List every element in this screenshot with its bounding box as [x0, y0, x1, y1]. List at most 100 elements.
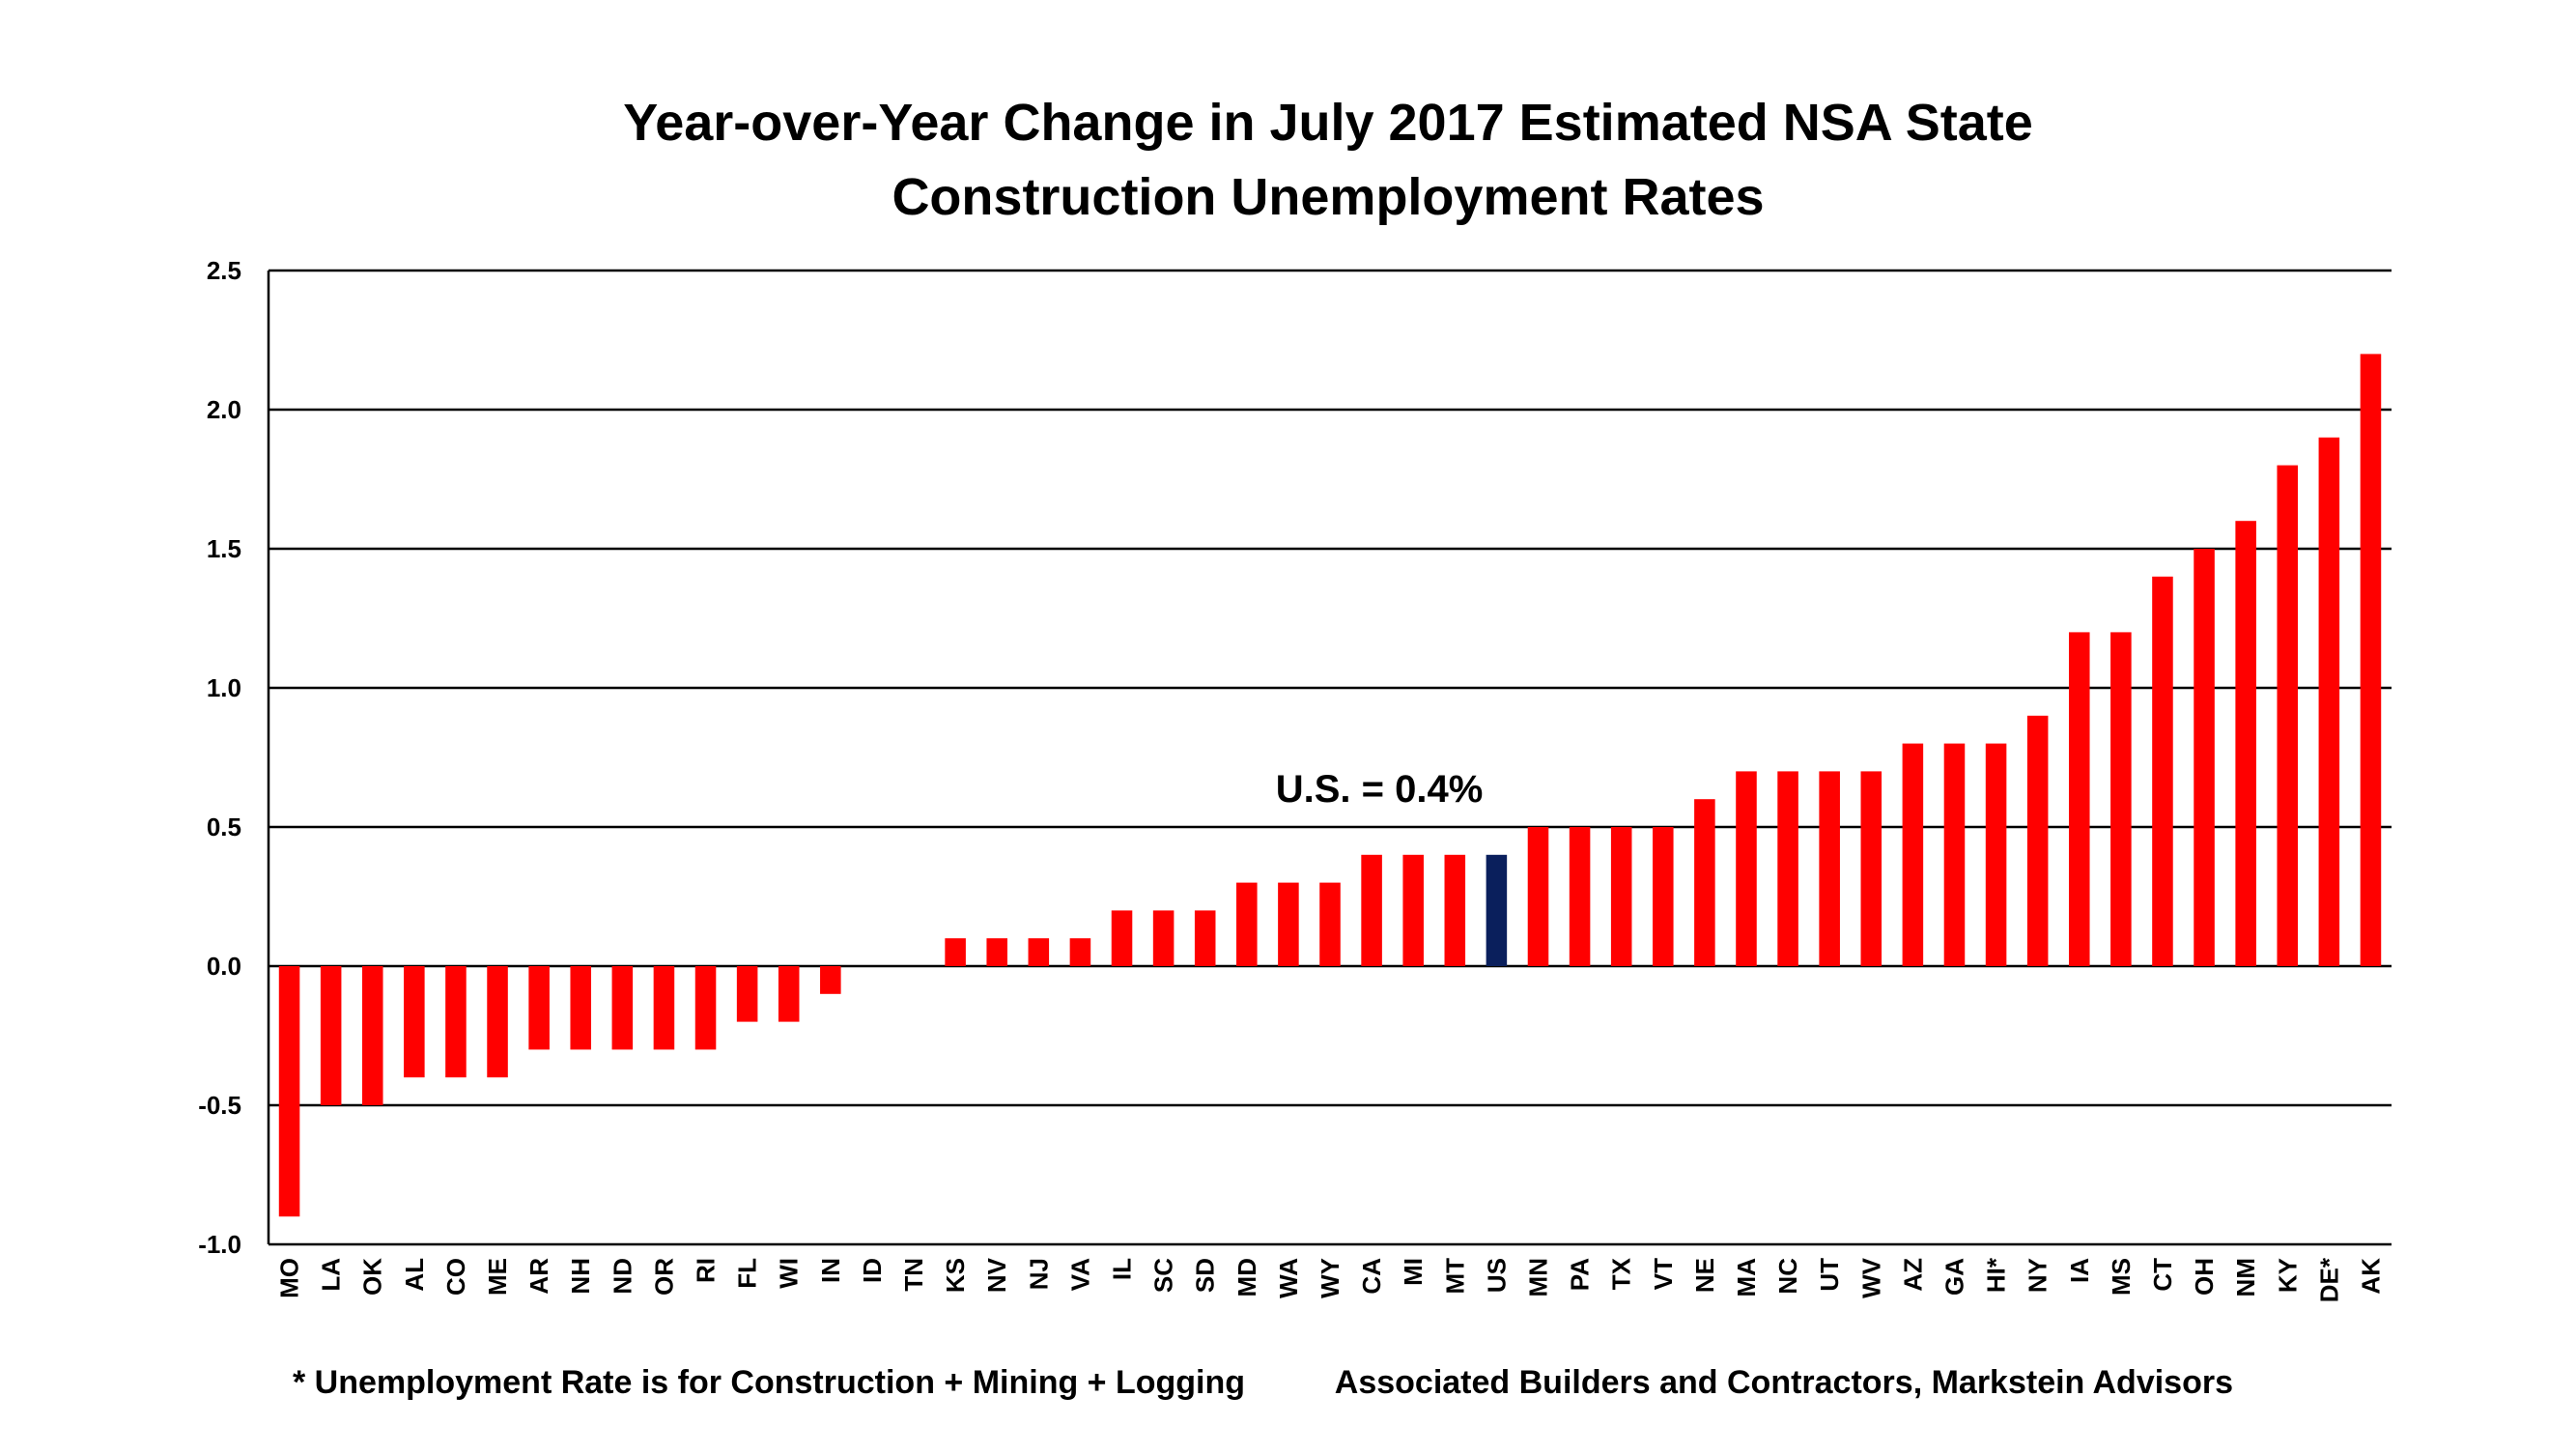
bar-il	[1111, 910, 1133, 966]
x-tick-label: VA	[1065, 1258, 1094, 1291]
y-tick-label: 2.0	[207, 395, 241, 424]
bar-va	[1069, 938, 1091, 966]
bar-mo	[278, 966, 300, 1217]
bar-ia	[2068, 632, 2090, 966]
bar-ks	[945, 938, 966, 966]
bar-ut	[1819, 771, 1840, 966]
bar-vt	[1653, 827, 1674, 966]
y-tick-label: -0.5	[198, 1091, 241, 1120]
x-tick-label: CO	[441, 1258, 470, 1296]
x-tick-label: TN	[899, 1258, 928, 1292]
bar-me	[487, 966, 508, 1078]
chart-title-line-2: Construction Unemployment Rates	[892, 168, 1764, 226]
footnote-left: * Unemployment Rate is for Construction …	[293, 1364, 1245, 1401]
x-tick-label: WI	[775, 1258, 804, 1289]
x-tick-label: IN	[816, 1258, 845, 1283]
x-tick-label: GA	[1939, 1258, 1968, 1296]
x-tick-label: NV	[982, 1257, 1011, 1293]
x-tick-label: HI*	[1982, 1257, 2011, 1293]
x-tick-label: MD	[1232, 1258, 1261, 1297]
x-tick-label: AL	[400, 1258, 429, 1292]
x-tick-label: FL	[733, 1258, 762, 1289]
bar-nv	[986, 938, 1007, 966]
x-tick-label: MI	[1399, 1258, 1428, 1286]
us-annotation: U.S. = 0.4%	[1276, 768, 1484, 811]
bar-nh	[570, 966, 592, 1050]
bars	[278, 354, 2382, 1217]
bar-ct	[2152, 576, 2173, 966]
bar-ms	[2110, 632, 2132, 966]
x-tick-label: US	[1482, 1258, 1511, 1293]
x-tick-label: CA	[1357, 1258, 1386, 1295]
bar-sc	[1152, 910, 1175, 966]
bar-co	[445, 966, 467, 1078]
x-tick-label: NE	[1690, 1258, 1719, 1293]
bar-wa	[1278, 882, 1299, 966]
x-tick-label: MN	[1523, 1258, 1552, 1297]
x-tick-label: SD	[1191, 1258, 1220, 1293]
bar-mn	[1527, 827, 1549, 966]
bar-ny	[2026, 715, 2049, 966]
bar-ma	[1736, 771, 1757, 966]
x-tick-label: PA	[1566, 1258, 1595, 1291]
x-tick-label: OH	[2190, 1258, 2219, 1296]
y-tick-label: 1.0	[207, 673, 241, 702]
y-tick-label: 0.5	[207, 813, 241, 841]
bar-nc	[1777, 771, 1798, 966]
x-tick-label: VT	[1649, 1258, 1678, 1290]
x-tick-label: AR	[524, 1258, 553, 1295]
bar-fl	[736, 966, 758, 1022]
bar-nd	[611, 966, 634, 1050]
bar-sd	[1194, 910, 1216, 966]
bar-us	[1486, 854, 1508, 966]
x-tick-label: IA	[2065, 1258, 2094, 1283]
x-tick-label: MA	[1732, 1258, 1761, 1297]
x-tick-label: MS	[2107, 1258, 2136, 1296]
bar-ca	[1361, 854, 1382, 966]
bar-md	[1236, 882, 1258, 966]
y-tick-label: 2.5	[207, 256, 241, 285]
bar-ga	[1943, 743, 1966, 966]
x-tick-label: CT	[2148, 1258, 2177, 1292]
x-tick-label: LA	[317, 1258, 346, 1292]
x-tick-label: TX	[1607, 1257, 1636, 1290]
bar-az	[1902, 743, 1924, 966]
x-tick-label: NJ	[1024, 1258, 1053, 1290]
bar-wv	[1860, 771, 1882, 966]
bar-nm	[2235, 521, 2256, 966]
x-tick-label: ME	[483, 1258, 512, 1296]
x-tick-label: RI	[692, 1258, 721, 1283]
bar-tx	[1610, 827, 1632, 966]
bar-or	[653, 966, 675, 1050]
bar-mt	[1444, 854, 1466, 966]
bar-de	[2318, 437, 2340, 966]
x-tick-label: KY	[2273, 1258, 2302, 1293]
bar-ok	[361, 966, 383, 1105]
bar-mi	[1402, 854, 1424, 966]
x-tick-label: NY	[2024, 1258, 2052, 1293]
x-tick-label: WY	[1316, 1258, 1345, 1298]
chart-title-line-1: Year-over-Year Change in July 2017 Estim…	[623, 94, 2033, 152]
bar-in	[820, 966, 841, 994]
x-tick-label: SC	[1149, 1258, 1178, 1293]
x-tick-label: NC	[1773, 1258, 1802, 1295]
x-tick-label: ID	[858, 1258, 887, 1283]
bar-ky	[2277, 465, 2299, 967]
bar-wy	[1319, 882, 1341, 966]
x-tick-label: WV	[1856, 1257, 1885, 1298]
x-tick-label: WA	[1274, 1258, 1303, 1298]
bar-al	[404, 966, 425, 1078]
x-tick-label: UT	[1815, 1258, 1844, 1292]
bar-nj	[1028, 938, 1050, 966]
x-tick-label: ND	[608, 1258, 637, 1295]
bar-ri	[694, 966, 717, 1050]
bar-oh	[2194, 549, 2215, 966]
y-tick-label: 0.0	[207, 952, 241, 981]
x-tick-label: AK	[2356, 1258, 2385, 1295]
footnote-right: Associated Builders and Contractors, Mar…	[1335, 1364, 2233, 1401]
x-tick-label: OR	[649, 1258, 678, 1296]
axes: 2.5 2.0 1.5 1.0 0.5 0.0 -0.5 -1.0 MO LA OK AL CO ME AR…	[198, 256, 2385, 1302]
x-tick-label: KS	[941, 1258, 970, 1293]
bar-ne	[1694, 799, 1715, 966]
